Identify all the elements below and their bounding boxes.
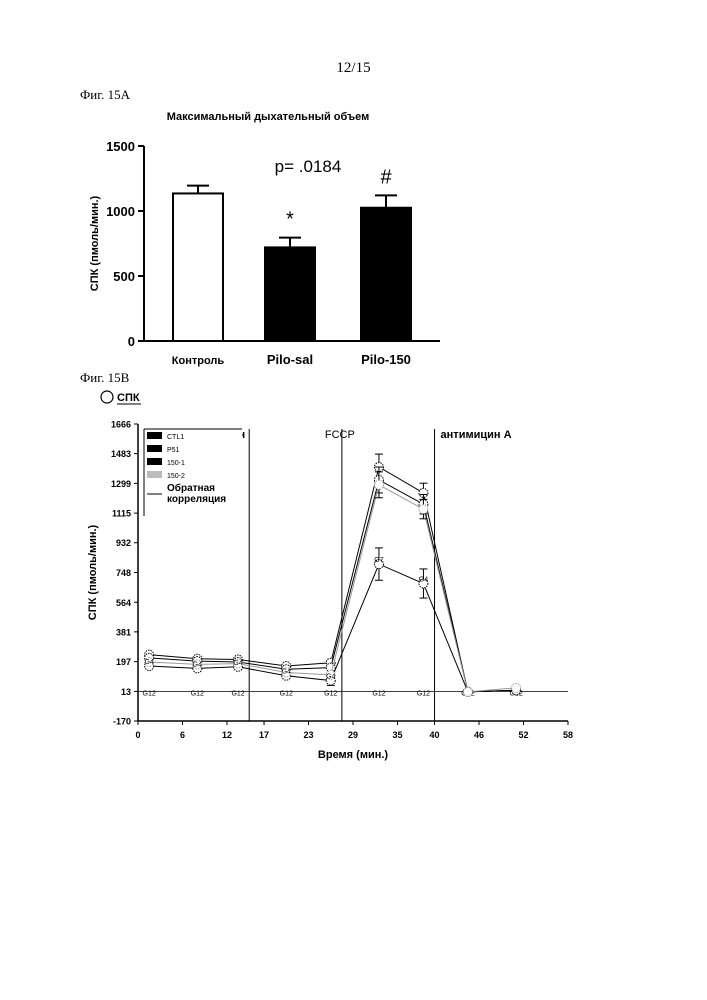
- x-tick-label: 29: [348, 730, 358, 740]
- point-marker: G4: [233, 660, 242, 667]
- x-tick-label: 58: [563, 730, 573, 740]
- x-tick-label: 17: [259, 730, 269, 740]
- y-tick-label: 932: [116, 538, 131, 548]
- header-label: СПК: [117, 392, 140, 404]
- legend-entry: CTL1: [167, 434, 184, 441]
- legend-entry: P51: [167, 447, 180, 454]
- injection-label: антимицин А: [441, 429, 512, 441]
- legend-swatch: [147, 445, 162, 452]
- data-point: [419, 505, 428, 514]
- baseline-marker: G12: [372, 690, 385, 697]
- baseline-marker: G12: [417, 690, 430, 697]
- point-marker: G4: [326, 674, 335, 681]
- point-marker: G4: [282, 669, 291, 676]
- baseline-marker: G12: [324, 690, 337, 697]
- legend-entry: Обратная: [167, 482, 215, 494]
- y-tick-label: 197: [116, 657, 131, 667]
- y-axis-label: СПК (пмоль/мин.): [87, 524, 99, 620]
- point-marker: G4: [193, 661, 202, 668]
- y-tick-label: 1483: [111, 449, 131, 459]
- data-point: [512, 683, 521, 692]
- legend-swatch: [147, 458, 162, 465]
- y-tick-label: 1115: [112, 509, 131, 519]
- y-tick-label: 1666: [111, 420, 131, 430]
- point-marker: G7: [374, 557, 383, 564]
- baseline-marker: G12: [143, 690, 156, 697]
- legend-entry: 150-2: [167, 473, 185, 480]
- y-tick-label: 381: [116, 627, 131, 637]
- legend-entry: 150-1: [167, 460, 185, 467]
- baseline-marker: G12: [191, 690, 204, 697]
- y-tick-label: 1299: [111, 479, 131, 489]
- x-tick-label: 0: [135, 730, 140, 740]
- legend-swatch: [147, 471, 162, 478]
- injection-label: FCCP: [325, 429, 355, 441]
- data-point: [463, 687, 472, 696]
- x-tick-label: 35: [392, 730, 402, 740]
- x-tick-label: 6: [180, 730, 185, 740]
- legend-entry: корреляция: [167, 494, 226, 505]
- x-tick-label: 52: [519, 730, 529, 740]
- x-tick-label: 46: [474, 730, 484, 740]
- y-tick-label: 564: [116, 598, 131, 608]
- legend-swatch: [147, 432, 162, 439]
- baseline-marker: G12: [231, 690, 244, 697]
- y-tick-label: 13: [121, 687, 131, 697]
- x-tick-label: 40: [430, 730, 440, 740]
- point-marker: G4: [144, 659, 153, 666]
- point-marker: G4: [419, 577, 428, 584]
- y-tick-label: 748: [116, 568, 131, 578]
- x-axis-label: Время (мин.): [318, 749, 389, 761]
- x-tick-label: 23: [304, 730, 314, 740]
- y-tick-label: -170: [113, 717, 131, 727]
- x-tick-label: 12: [222, 730, 232, 740]
- baseline-marker: G12: [280, 690, 293, 697]
- circle-icon: [101, 391, 113, 403]
- data-point: [374, 480, 383, 489]
